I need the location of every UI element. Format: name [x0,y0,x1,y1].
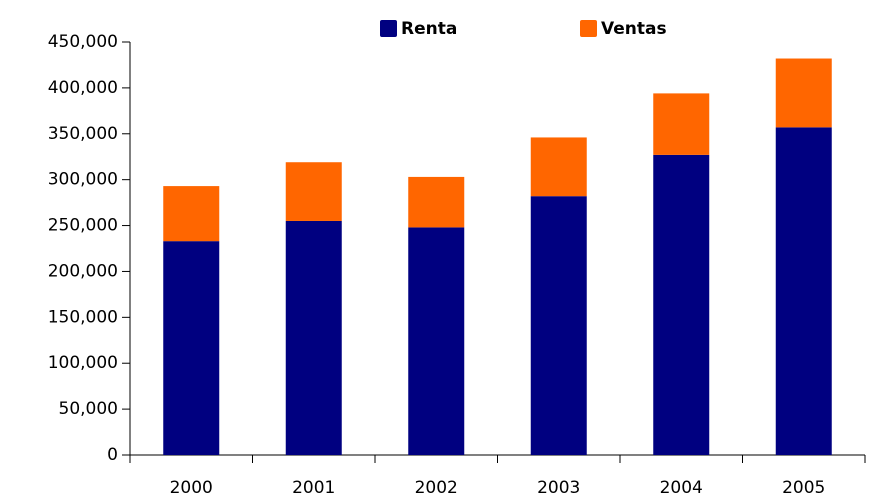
bar-segment [530,137,587,197]
y-tick-label: 250,000 [48,216,118,236]
bar-segment [285,220,342,455]
bar-segment [163,241,220,455]
y-tick-label: 100,000 [48,353,118,373]
bar-segment [653,154,710,456]
x-tick-label: 2000 [170,478,213,495]
bar-segment [775,127,832,455]
y-tick-label: 350,000 [48,124,118,144]
legend-label: Ventas [601,19,667,39]
y-tick-label: 300,000 [48,170,118,190]
legend-swatch [380,20,397,37]
bar-segment [653,93,710,155]
y-tick-label: 200,000 [48,261,118,281]
x-tick-label: 2003 [537,478,580,495]
y-tick-label: 0 [107,445,118,465]
bar-segment [285,162,342,221]
x-tick-label: 2002 [415,478,458,495]
y-tick-label: 50,000 [59,399,118,419]
x-tick-label: 2001 [292,478,335,495]
y-tick-label: 450,000 [48,32,118,52]
x-tick-label: 2004 [660,478,703,495]
bar-segment [163,186,220,242]
bar-segment [408,176,465,228]
legend-label: Renta [401,19,457,39]
x-tick-label: 2005 [782,478,825,495]
y-tick-label: 400,000 [48,78,118,98]
bar-segment [530,196,587,456]
legend-swatch [580,20,597,37]
bar-segment [408,227,465,455]
y-tick-label: 150,000 [48,307,118,327]
bar-segment [775,58,832,128]
